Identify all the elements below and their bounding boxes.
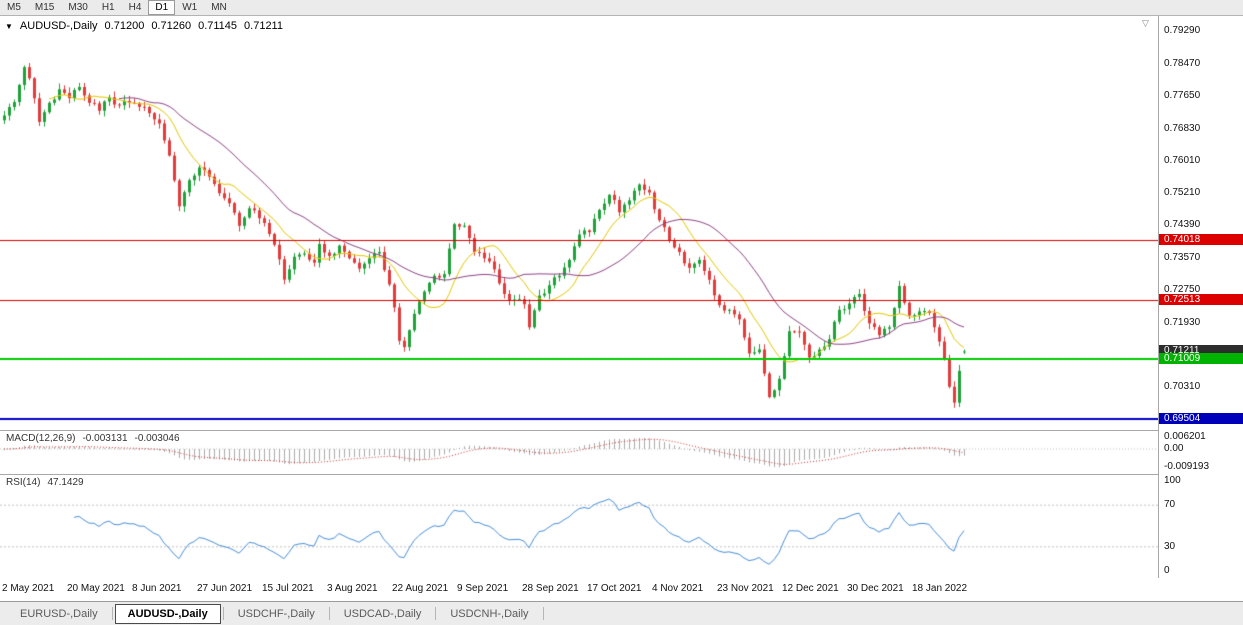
macd-value-main: -0.003131 <box>82 433 128 444</box>
timeframe-button-m15[interactable]: M15 <box>34 2 55 13</box>
price-tick: 0.79290 <box>1164 25 1201 37</box>
tab-separator <box>328 607 330 620</box>
date-label: 3 Aug 2021 <box>327 583 378 594</box>
chart-tab-usdcnh-daily[interactable]: USDCNH-,Daily <box>450 607 529 620</box>
rsi-name: RSI(14) <box>6 477 41 488</box>
macd-tick: 0.006201 <box>1164 430 1206 442</box>
date-label: 27 Jun 2021 <box>197 583 253 594</box>
rsi-tick: 0 <box>1164 565 1170 576</box>
date-label: 23 Nov 2021 <box>717 583 774 594</box>
price-tick: 0.77650 <box>1164 90 1201 102</box>
date-label: 9 Sep 2021 <box>457 583 509 594</box>
chart-shift-marker-icon[interactable]: ▽ <box>1142 18 1149 28</box>
rsi-canvas[interactable] <box>0 474 1158 578</box>
timeframe-button-d1[interactable]: D1 <box>148 0 176 15</box>
macd-label: MACD(12,26,9) -0.003131 -0.003046 <box>6 433 180 444</box>
macd-canvas[interactable] <box>0 430 1158 474</box>
chart-tab-eurusd-daily[interactable]: EURUSD-,Daily <box>20 607 98 620</box>
one-click-trading-icon[interactable]: ▼ <box>5 21 13 31</box>
price-tick: 0.72750 <box>1164 284 1201 296</box>
date-label: 12 Dec 2021 <box>782 583 839 594</box>
macd-value-signal: -0.003046 <box>134 433 180 444</box>
macd-tick: -0.009193 <box>1164 461 1210 473</box>
timeframe-button-h4[interactable]: H4 <box>128 2 142 13</box>
date-axis[interactable]: 2 May 2021 20 May 2021 8 Jun 2021 27 Jun 20… <box>0 578 1243 601</box>
ohlc-high: 0.71260 <box>151 20 192 32</box>
price-tick: 0.70310 <box>1164 381 1201 393</box>
date-label: 18 Jan 2022 <box>912 583 968 594</box>
price-axis[interactable]: 0.79290 0.78470 0.77650 0.76830 0.76010 0.752… <box>1158 16 1243 578</box>
macd-name: MACD(12,26,9) <box>6 433 76 444</box>
date-label: 15 Jul 2021 <box>262 583 314 594</box>
tab-separator <box>435 607 437 620</box>
ohlc-open: 0.71200 <box>104 20 145 32</box>
price-badge: 0.71211 <box>1159 345 1243 357</box>
rsi-value: 47.1429 <box>47 477 84 488</box>
price-tick: 0.76010 <box>1164 155 1201 167</box>
price-badge: 0.72513 <box>1159 293 1243 305</box>
rsi-tick: 30 <box>1164 540 1176 552</box>
date-label: 22 Aug 2021 <box>392 583 449 594</box>
price-tick: 0.76830 <box>1164 122 1201 134</box>
tab-separator <box>111 607 113 620</box>
price-badge: 0.71009 <box>1159 353 1243 365</box>
date-label: 28 Sep 2021 <box>522 583 579 594</box>
chart-symbol-label: AUDUSD-,Daily <box>19 20 98 32</box>
chart-title: ▼ AUDUSD-,Daily 0.71200 0.71260 0.71145 … <box>5 20 283 32</box>
rsi-tick: 70 <box>1164 499 1176 511</box>
rsi-label: RSI(14) 47.1429 <box>6 477 84 488</box>
rsi-tick: 100 <box>1164 475 1181 486</box>
ohlc-low: 0.71145 <box>198 20 238 32</box>
price-tick: 0.78470 <box>1164 57 1201 69</box>
chart-tab-usdchf-daily[interactable]: USDCHF-,Daily <box>237 607 315 620</box>
price-tick: 0.71930 <box>1164 316 1201 328</box>
main-chart-canvas[interactable] <box>0 16 1158 430</box>
date-label: 2 May 2021 <box>2 583 55 594</box>
timeframe-button-h1[interactable]: H1 <box>101 2 115 13</box>
timeframe-button-m5[interactable]: M5 <box>7 2 21 13</box>
timeframe-toolbar: M5 M15 M30 H1 H4 D1 W1 MN <box>0 0 1243 16</box>
date-label: 20 May 2021 <box>67 583 125 594</box>
price-badge: 0.69504 <box>1159 413 1243 425</box>
price-badge: 0.74018 <box>1159 234 1243 246</box>
timeframe-button-mn[interactable]: MN <box>211 2 227 13</box>
timeframe-button-w1[interactable]: W1 <box>182 2 198 13</box>
price-tick: 0.74390 <box>1164 219 1201 231</box>
price-tick: 0.75210 <box>1164 186 1201 198</box>
timeframe-button-m30[interactable]: M30 <box>68 2 88 13</box>
tab-separator <box>222 607 224 620</box>
date-label: 17 Oct 2021 <box>587 583 642 594</box>
date-label: 8 Jun 2021 <box>132 583 182 594</box>
rsi-pane-separator[interactable] <box>0 474 1243 475</box>
macd-tick: 0.00 <box>1164 443 1184 454</box>
ohlc-close: 0.71211 <box>244 20 283 32</box>
date-label: 4 Nov 2021 <box>652 583 704 594</box>
chart-workspace: 0.79290 0.78470 0.77650 0.76830 0.76010 0.752… <box>0 16 1243 601</box>
chart-tab-usdcad-daily[interactable]: USDCAD-,Daily <box>343 607 422 620</box>
price-tick: 0.73570 <box>1164 251 1201 263</box>
chart-tab-audusd-daily[interactable]: AUDUSD-,Daily <box>114 603 221 624</box>
macd-pane-separator[interactable] <box>0 430 1243 431</box>
date-label: 30 Dec 2021 <box>847 583 904 594</box>
tab-separator <box>542 607 544 620</box>
chart-tabbar: EURUSD-,Daily AUDUSD-,Daily USDCHF-,Daily U… <box>0 601 1243 625</box>
